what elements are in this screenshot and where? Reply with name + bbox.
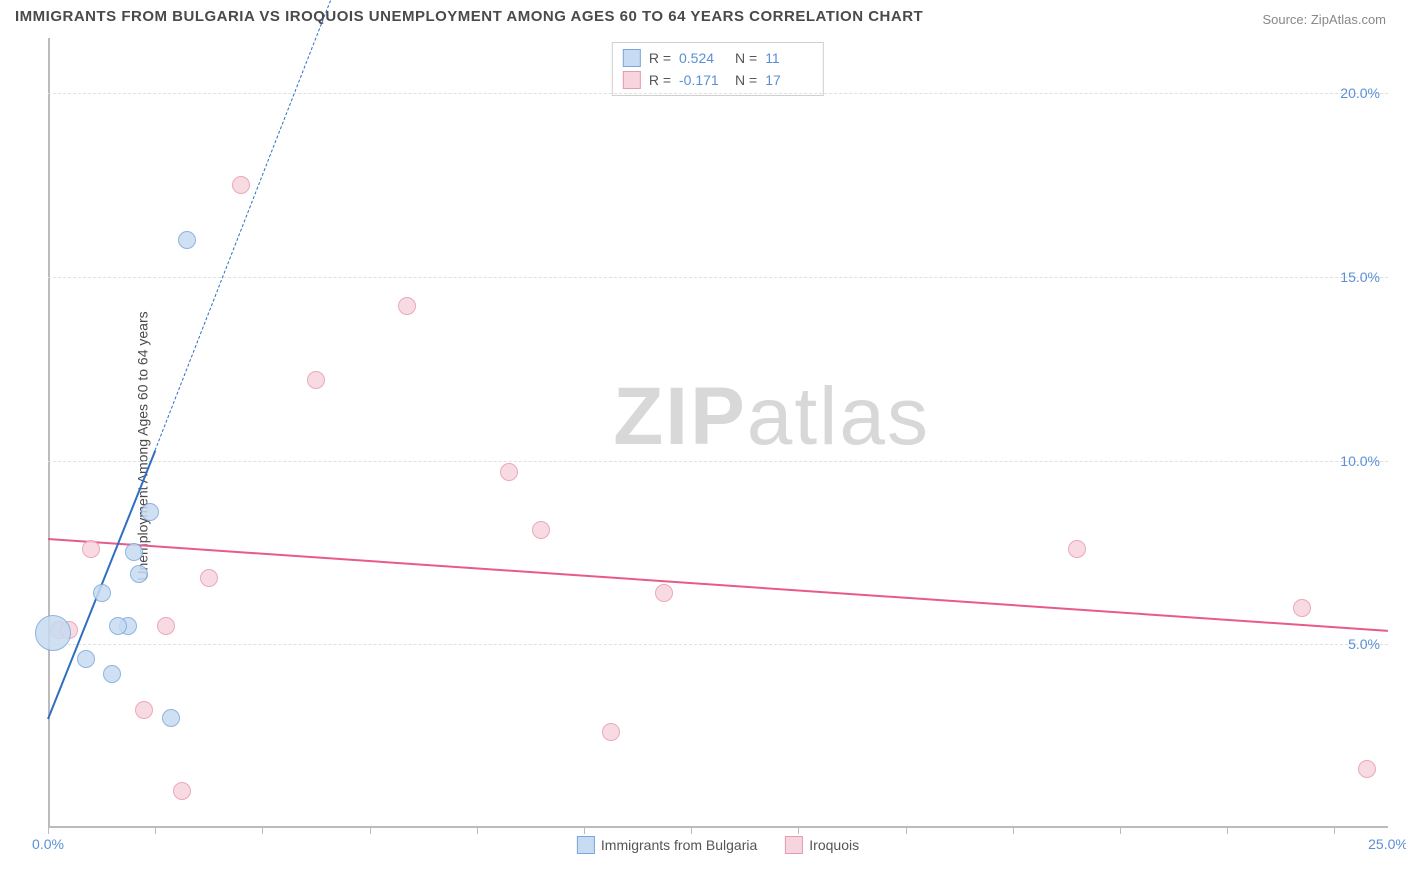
legend-item: Immigrants from Bulgaria [577, 836, 757, 854]
x-tick [370, 828, 371, 834]
gridline [48, 644, 1388, 645]
data-point [82, 540, 100, 558]
trend-line [48, 538, 1388, 632]
data-point [125, 543, 143, 561]
data-point [77, 650, 95, 668]
data-point [1068, 540, 1086, 558]
data-point [141, 503, 159, 521]
x-tick [798, 828, 799, 834]
y-tick-label: 15.0% [1340, 269, 1380, 285]
x-tick [584, 828, 585, 834]
data-point [1358, 760, 1376, 778]
data-point [157, 617, 175, 635]
data-point [532, 521, 550, 539]
plot-area: ZIPatlas R =0.524N =11R =-0.171N =17 Imm… [48, 38, 1388, 828]
data-point [1293, 599, 1311, 617]
data-point [655, 584, 673, 602]
legend-r-label: R = [649, 50, 671, 66]
y-tick-label: 5.0% [1348, 636, 1380, 652]
x-tick [262, 828, 263, 834]
y-tick-label: 10.0% [1340, 453, 1380, 469]
data-point [178, 231, 196, 249]
correlation-legend: R = 0.524 N = 11 R = -0.171 N = 17 [612, 42, 824, 96]
x-tick [1334, 828, 1335, 834]
x-tick [1013, 828, 1014, 834]
data-point [500, 463, 518, 481]
data-point [162, 709, 180, 727]
data-point [35, 615, 71, 651]
data-point [103, 665, 121, 683]
gridline [48, 93, 1388, 94]
legend-item: Iroquois [785, 836, 859, 854]
watermark: ZIPatlas [613, 370, 930, 464]
data-point [109, 617, 127, 635]
x-tick [691, 828, 692, 834]
source-attribution: Source: ZipAtlas.com [1262, 12, 1386, 27]
data-point [307, 371, 325, 389]
x-axis [48, 826, 1388, 828]
legend-r-value: -0.171 [679, 72, 727, 88]
gridline [48, 461, 1388, 462]
legend-r-value: 0.524 [679, 50, 727, 66]
legend-n-value: 11 [765, 50, 813, 66]
x-tick [1120, 828, 1121, 834]
legend-swatch [577, 836, 595, 854]
legend-label: Iroquois [809, 837, 859, 853]
x-tick [906, 828, 907, 834]
legend-swatch [623, 49, 641, 67]
legend-n-value: 17 [765, 72, 813, 88]
x-tick [155, 828, 156, 834]
legend-row: R = -0.171 N = 17 [623, 69, 813, 91]
legend-n-label: N = [735, 50, 757, 66]
chart-title: IMMIGRANTS FROM BULGARIA VS IROQUOIS UNE… [15, 8, 923, 25]
data-point [200, 569, 218, 587]
legend-swatch [785, 836, 803, 854]
data-point [398, 297, 416, 315]
gridline [48, 277, 1388, 278]
data-point [93, 584, 111, 602]
legend-swatch [623, 71, 641, 89]
legend-r-label: R = [649, 72, 671, 88]
x-tick [1227, 828, 1228, 834]
data-point [232, 176, 250, 194]
data-point [602, 723, 620, 741]
legend-n-label: N = [735, 72, 757, 88]
x-tick-label: 25.0% [1368, 836, 1406, 852]
x-tick [477, 828, 478, 834]
trend-line [155, 0, 424, 450]
y-tick-label: 20.0% [1340, 85, 1380, 101]
series-legend: Immigrants from Bulgaria Iroquois [577, 836, 859, 854]
data-point [130, 565, 148, 583]
legend-row: R = 0.524 N = 11 [623, 47, 813, 69]
x-tick [48, 828, 49, 834]
x-tick-label: 0.0% [32, 836, 64, 852]
data-point [135, 701, 153, 719]
legend-label: Immigrants from Bulgaria [601, 837, 757, 853]
data-point [173, 782, 191, 800]
